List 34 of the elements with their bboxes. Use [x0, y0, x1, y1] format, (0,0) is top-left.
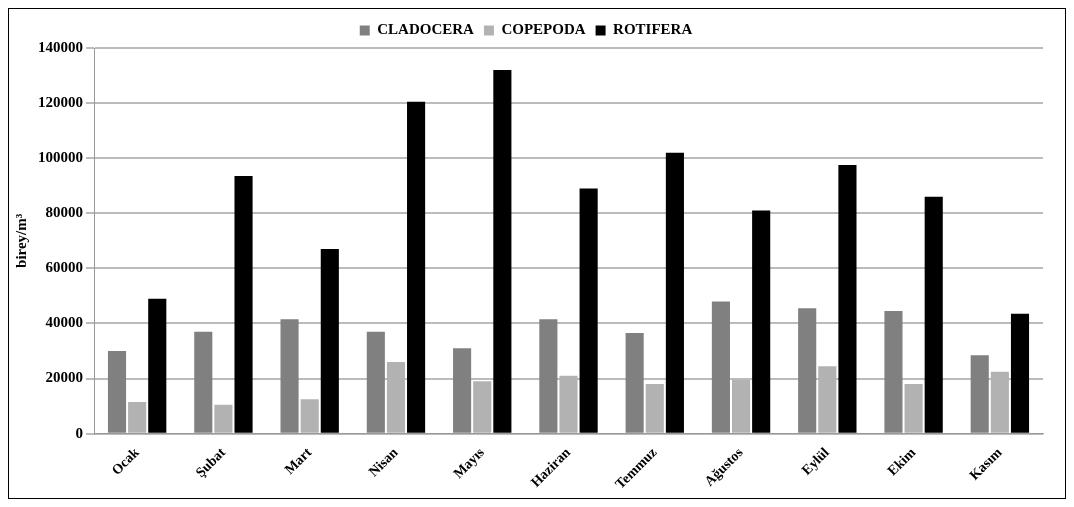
- bar: [752, 210, 771, 433]
- y-tick-label: 0: [75, 424, 83, 441]
- bar: [407, 101, 426, 433]
- bar: [107, 351, 127, 433]
- bar: [924, 196, 943, 433]
- bar: [625, 333, 644, 433]
- y-tick-label: 40000: [45, 314, 83, 331]
- bar: [711, 301, 730, 433]
- y-tick-label: 20000: [45, 369, 83, 386]
- bar: [838, 165, 857, 433]
- bar: [148, 298, 167, 433]
- y-tick-label: 120000: [38, 93, 83, 110]
- bar: [579, 188, 598, 433]
- y-axis-title: birey/m³: [12, 213, 29, 268]
- legend-label: ROTIFERA: [613, 21, 693, 38]
- bar: [1010, 313, 1030, 433]
- y-tick-label: 100000: [38, 149, 83, 166]
- y-tick-label: 140000: [38, 38, 83, 55]
- y-tick-label: 60000: [45, 259, 83, 276]
- bar: [320, 249, 339, 433]
- legend-label: CLADOCERA: [377, 21, 475, 38]
- bar: [884, 311, 903, 433]
- y-tick-label: 80000: [45, 204, 83, 221]
- bar: [665, 152, 684, 433]
- bar: [539, 319, 558, 433]
- bar: [970, 355, 989, 433]
- bar: [366, 331, 385, 433]
- bar: [798, 308, 817, 433]
- bar: [194, 331, 213, 433]
- legend-label: COPEPODA: [501, 21, 586, 38]
- bar: [493, 70, 512, 433]
- bar: [234, 176, 253, 433]
- bar: [453, 348, 472, 433]
- bar: [280, 319, 299, 433]
